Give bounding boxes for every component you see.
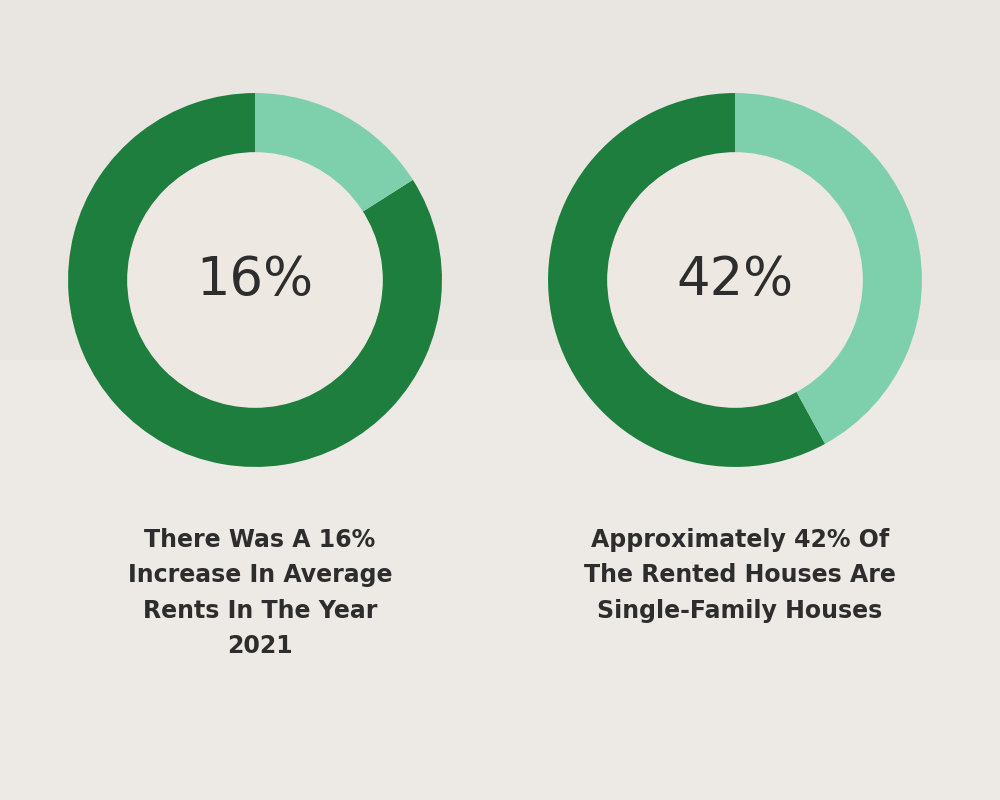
Text: Approximately 42% Of
The Rented Houses Are
Single-Family Houses: Approximately 42% Of The Rented Houses A…	[584, 528, 896, 622]
Text: 42%: 42%	[676, 254, 794, 306]
Text: 16%: 16%	[196, 254, 314, 306]
Circle shape	[608, 153, 862, 407]
Wedge shape	[255, 93, 413, 212]
Wedge shape	[548, 93, 825, 467]
Wedge shape	[735, 93, 922, 444]
Bar	[0, 0, 1000, 360]
Text: There Was A 16%
Increase In Average
Rents In The Year
2021: There Was A 16% Increase In Average Rent…	[128, 528, 392, 658]
Circle shape	[128, 153, 382, 407]
Wedge shape	[68, 93, 442, 467]
